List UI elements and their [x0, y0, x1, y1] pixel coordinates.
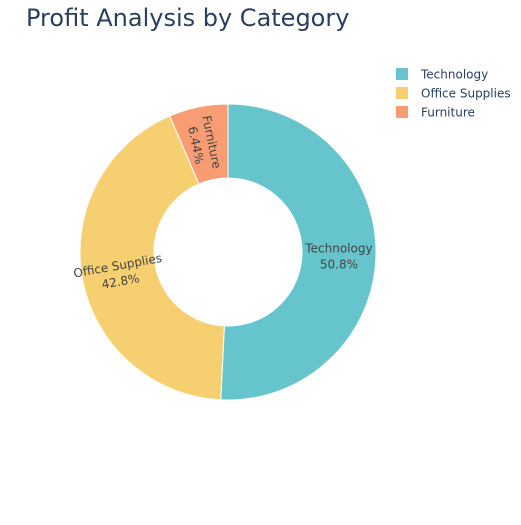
slices-layer [79, 103, 377, 401]
legend-swatch [396, 87, 408, 99]
legend-item-furniture[interactable]: Furniture [396, 106, 475, 120]
slice-label-percent: 42.8% [101, 271, 141, 292]
slice-label-category: Technology [304, 242, 372, 256]
legend-swatch [396, 68, 408, 80]
legend-label: Office Supplies [421, 87, 511, 101]
legend-label: Furniture [421, 106, 475, 120]
legend-item-technology[interactable]: Technology [396, 68, 488, 82]
slice-office-supplies[interactable] [79, 115, 225, 401]
legend-swatch [396, 106, 408, 118]
slice-label-percent: 50.8% [320, 258, 358, 272]
chart-title: Profit Analysis by Category [26, 4, 350, 32]
legend: Technology Office Supplies Furniture [396, 68, 511, 120]
slice-label-technology: Technology 50.8% [304, 242, 372, 272]
legend-item-office-supplies[interactable]: Office Supplies [396, 87, 511, 101]
legend-label: Technology [420, 68, 488, 82]
slice-technology[interactable] [220, 103, 377, 401]
slice-furniture[interactable] [169, 103, 229, 185]
